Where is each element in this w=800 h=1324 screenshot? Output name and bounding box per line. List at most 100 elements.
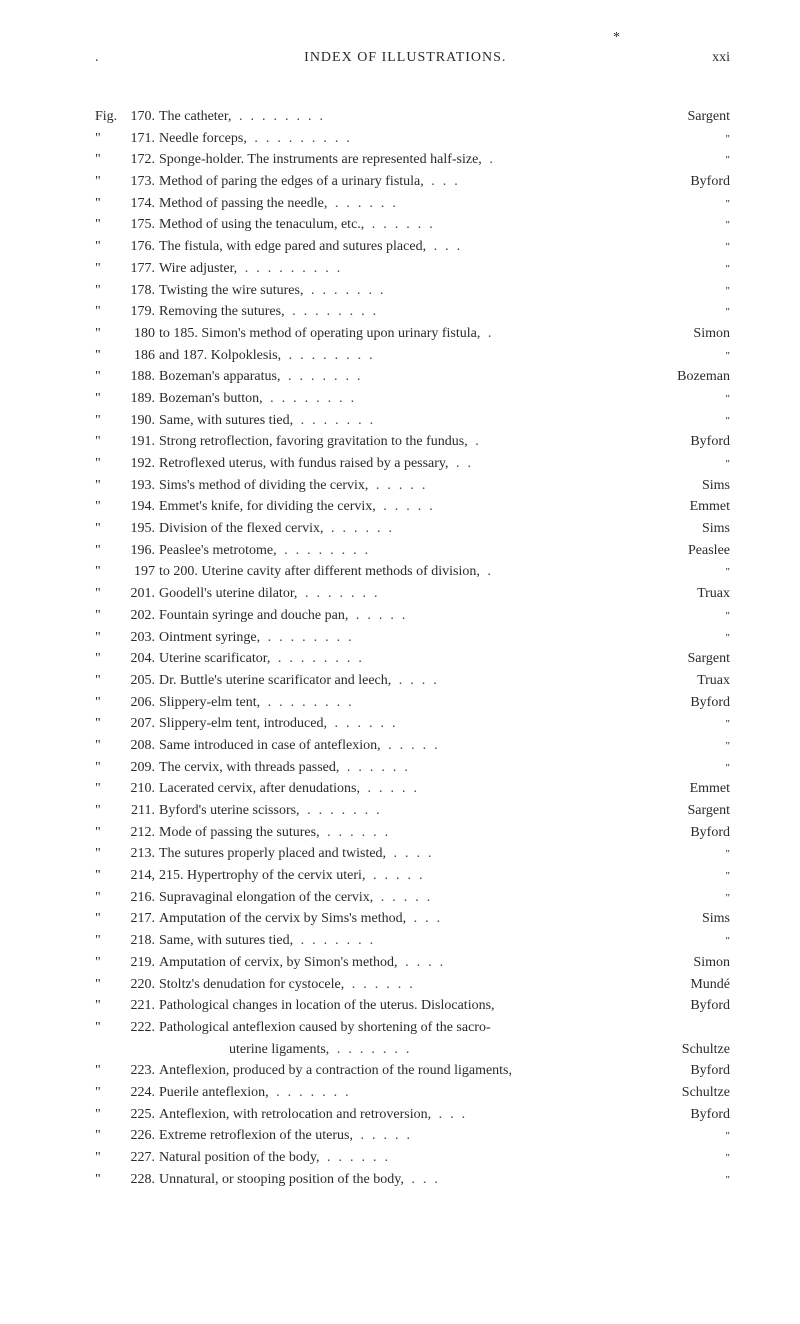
entry-description-text: Slippery-elm tent, introduced, <box>159 716 334 731</box>
entry-author: " <box>670 149 730 171</box>
entry-prefix: " <box>95 193 127 215</box>
index-entry: "210.Lacerated cervix, after denudations… <box>95 778 730 800</box>
leader-dots: ...... <box>347 760 416 775</box>
entry-description-text: 215. Hypertrophy of the cervix uteri, <box>159 868 373 883</box>
leader-dots: ...... <box>327 1150 396 1165</box>
entry-description-text: Anteflexion, with retrolocation and retr… <box>159 1107 439 1122</box>
entry-description-text: Same introduced in case of anteflexion, <box>159 738 388 753</box>
index-entry: "193.Sims's method of dividing the cervi… <box>95 475 730 497</box>
entry-number: 180 <box>127 323 159 345</box>
entry-prefix: " <box>95 214 127 236</box>
leader-dots: ..... <box>381 890 439 905</box>
entry-prefix: " <box>95 410 127 432</box>
entry-author: Sims <box>670 518 730 540</box>
entry-author: " <box>670 128 730 150</box>
entry-number: 197 <box>127 561 159 583</box>
index-entry: "176.The fistula, with edge pared and su… <box>95 236 730 258</box>
leader-dots: ......... <box>245 261 349 276</box>
leader-dots: . <box>488 326 500 341</box>
index-entry: "202.Fountain syringe and douche pan, ..… <box>95 605 730 627</box>
index-entry: "173.Method of paring the edges of a uri… <box>95 171 730 193</box>
entry-description-text: Peaslee's metrotome, <box>159 543 284 558</box>
entry-description-text: Removing the sutures, <box>159 304 292 319</box>
entry-description-text: Lacerated cervix, after denudations, <box>159 781 367 796</box>
entry-description: Amputation of the cervix by Sims's metho… <box>159 908 670 930</box>
index-entry: "223.Anteflexion, produced by a contract… <box>95 1060 730 1082</box>
entry-description: Uterine scarificator, ........ <box>159 648 670 670</box>
entry-description: Supravaginal elongation of the cervix, .… <box>159 887 670 909</box>
entry-description: Method of passing the needle, ...... <box>159 193 670 215</box>
entry-number: 176. <box>127 236 159 258</box>
entry-description-text: The catheter, <box>159 109 239 124</box>
entry-description: Pathological changes in location of the … <box>159 995 670 1017</box>
entry-number: 203. <box>127 627 159 649</box>
entry-description-text: Method of passing the needle, <box>159 196 335 211</box>
entry-description: 215. Hypertrophy of the cervix uteri, ..… <box>159 865 670 887</box>
entry-prefix: " <box>95 843 127 865</box>
entry-description: Slippery-elm tent, ........ <box>159 692 670 714</box>
index-entry: "196.Peaslee's metrotome, ........Peasle… <box>95 540 730 562</box>
leader-dots: ....... <box>301 413 382 428</box>
leader-dots: ....... <box>288 369 369 384</box>
page-header: . INDEX OF ILLUSTRATIONS. xxi <box>95 50 730 66</box>
entry-number: 208. <box>127 735 159 757</box>
entry-number: 223. <box>127 1060 159 1082</box>
entry-author: Byford <box>670 692 730 714</box>
entry-description: Twisting the wire sutures, ....... <box>159 280 670 302</box>
entry-description: Same, with sutures tied, ....... <box>159 410 670 432</box>
index-entry: "191.Strong retroflection, favoring grav… <box>95 431 730 453</box>
index-entry: "175.Method of using the tenaculum, etc.… <box>95 214 730 236</box>
entry-description: Byford's uterine scissors, ....... <box>159 800 670 822</box>
entry-prefix: " <box>95 388 127 410</box>
entry-author: " <box>670 301 730 323</box>
entry-description: uterine ligaments, ....... <box>159 1039 670 1061</box>
entry-author: " <box>670 735 730 757</box>
index-entry: "186and 187. Kolpoklesis, ........" <box>95 345 730 367</box>
entry-prefix: " <box>95 1017 127 1039</box>
entry-description: Same introduced in case of anteflexion, … <box>159 735 670 757</box>
leader-dots: . <box>489 152 501 167</box>
entry-description: Peaslee's metrotome, ........ <box>159 540 670 562</box>
entry-author: Byford <box>670 995 730 1017</box>
entry-number: 206. <box>127 692 159 714</box>
entry-prefix: " <box>95 930 127 952</box>
entry-prefix: " <box>95 1104 127 1126</box>
entry-description-text: Puerile anteflexion, <box>159 1085 276 1100</box>
entry-number: 201. <box>127 583 159 605</box>
entry-description-text: Wire adjuster, <box>159 261 245 276</box>
header-left-dot: . <box>95 50 99 66</box>
index-entry: "197to 200. Uterine cavity after differe… <box>95 561 730 583</box>
entry-description-text: to 185. Simon's method of operating upon… <box>159 326 488 341</box>
entry-description: Emmet's knife, for dividing the cervix, … <box>159 496 670 518</box>
index-entry: "211.Byford's uterine scissors, .......S… <box>95 800 730 822</box>
entry-author: Sargent <box>670 648 730 670</box>
entry-author: Peaslee <box>670 540 730 562</box>
index-entry: "225.Anteflexion, with retrolocation and… <box>95 1104 730 1126</box>
entry-prefix: " <box>95 366 127 388</box>
entry-prefix: " <box>95 627 127 649</box>
entry-prefix: " <box>95 605 127 627</box>
leader-dots: ..... <box>388 738 446 753</box>
entry-description-text: uterine ligaments, <box>229 1042 337 1057</box>
entry-number: 214, <box>127 865 159 887</box>
entry-author: Mundé <box>670 974 730 996</box>
entry-number: 210. <box>127 778 159 800</box>
entry-description: Mode of passing the sutures, ...... <box>159 822 670 844</box>
entry-author: " <box>670 1147 730 1169</box>
entry-description: Puerile anteflexion, ....... <box>159 1082 670 1104</box>
entry-description-text: Needle forceps, <box>159 131 254 146</box>
entry-author: " <box>670 887 730 909</box>
entry-description-text: Fountain syringe and douche pan, <box>159 608 356 623</box>
entry-author: " <box>670 258 730 280</box>
leader-dots: . <box>487 564 499 579</box>
entry-author: Sargent <box>670 800 730 822</box>
entry-description-text: Slippery-elm tent, <box>159 695 268 710</box>
entry-prefix: " <box>95 952 127 974</box>
entry-number: 173. <box>127 171 159 193</box>
entry-description: Retroflexed uterus, with fundus raised b… <box>159 453 670 475</box>
leader-dots: ........ <box>268 630 360 645</box>
entry-author: Sims <box>670 908 730 930</box>
entry-prefix: " <box>95 431 127 453</box>
entry-number: 212. <box>127 822 159 844</box>
entry-prefix: " <box>95 800 127 822</box>
